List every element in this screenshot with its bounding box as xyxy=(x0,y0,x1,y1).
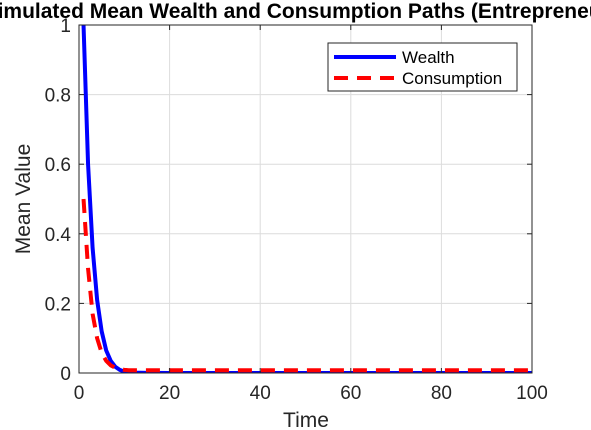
plot-frame xyxy=(78,24,533,374)
y-tick-label: 0.6 xyxy=(45,155,71,176)
y-tick-label: 0.8 xyxy=(45,86,71,107)
series-line-wealth xyxy=(81,25,532,373)
grid-lines xyxy=(78,24,533,374)
legend-consumption-label: Consumption xyxy=(402,69,502,88)
x-tick-label: 0 xyxy=(74,383,85,404)
y-tick-label: 1 xyxy=(60,16,71,37)
legend-box xyxy=(327,42,518,92)
x-tick-label: 100 xyxy=(516,383,548,404)
x-tick-label: 60 xyxy=(340,383,361,404)
x-tick-label: 40 xyxy=(250,383,271,404)
axis-ticks: 0 20 40 60 80 100 0 0.2 0.4 0.6 0.8 1 xyxy=(45,16,548,404)
x-axis-label: Time xyxy=(283,409,329,430)
y-tick-label: 0.4 xyxy=(45,225,72,246)
y-tick-label: 0 xyxy=(60,364,71,385)
legend-wealth-label: Wealth xyxy=(402,48,455,67)
y-tick-label: 0.2 xyxy=(45,294,71,315)
x-tick-label: 80 xyxy=(431,383,452,404)
y-axis-label: Mean Value xyxy=(12,144,35,255)
series-line-consumption xyxy=(81,198,532,373)
legend: Wealth Consumption xyxy=(327,42,518,92)
chart-title: Simulated Mean Wealth and Consumption Pa… xyxy=(0,0,591,23)
x-tick-label: 20 xyxy=(159,383,180,404)
series-layer xyxy=(81,25,532,373)
